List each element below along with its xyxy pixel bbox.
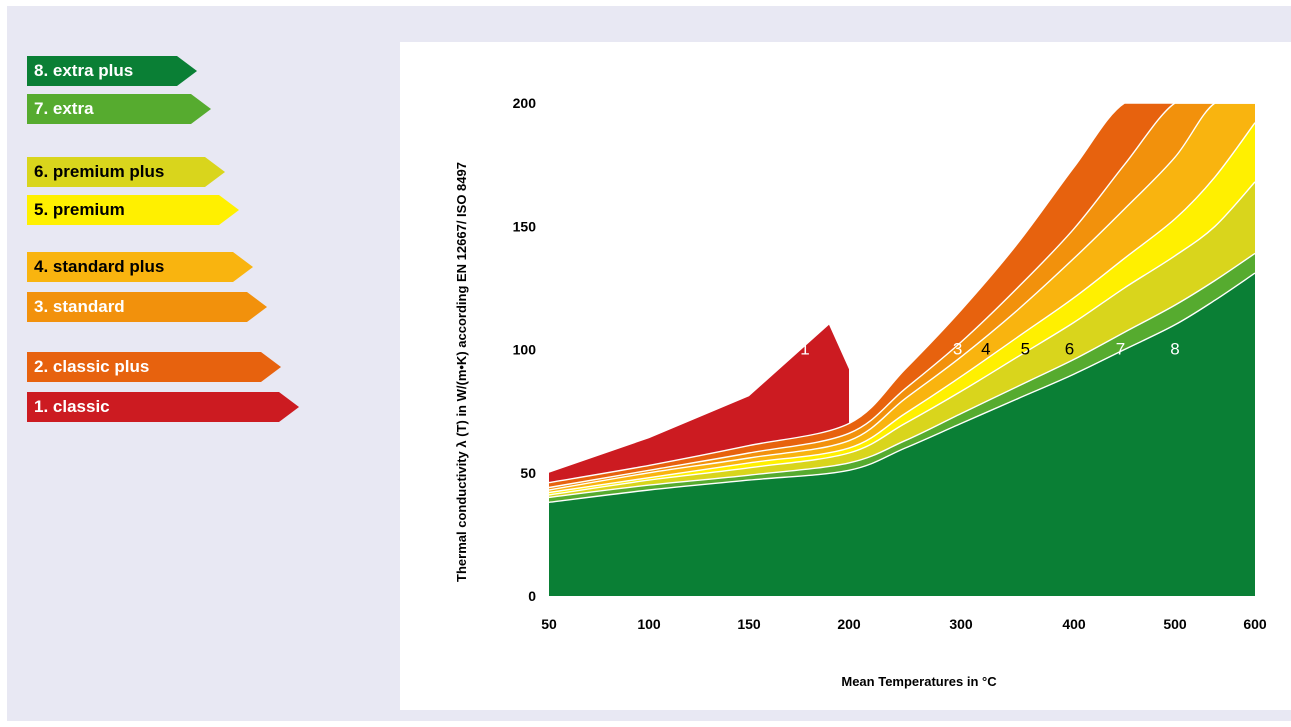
band-labels: 8 7 6 5 43 2 1 bbox=[800, 339, 1179, 358]
band-label-7: 7 bbox=[1116, 339, 1125, 358]
boundary-line-8 bbox=[548, 272, 1256, 503]
legend-item-1: 1. classic bbox=[27, 392, 299, 422]
x-tick-label: 200 bbox=[837, 616, 861, 632]
y-axis-ticks: 0 50 100 150 200 bbox=[513, 95, 537, 604]
band-label-6: 6 bbox=[1065, 339, 1074, 358]
x-tick-label: 600 bbox=[1243, 616, 1267, 632]
x-tick-label: 100 bbox=[637, 616, 661, 632]
x-axis-title: Mean Temperatures in °C bbox=[841, 674, 997, 689]
boundary-line-2 bbox=[548, 102, 1255, 484]
legend-item-3: 3. standard bbox=[27, 292, 267, 322]
legend-item-2: 2. classic plus bbox=[27, 352, 281, 382]
y-tick-label: 0 bbox=[528, 588, 536, 604]
band-label-8: 8 bbox=[1170, 339, 1179, 358]
boundary-line-5 bbox=[548, 122, 1256, 494]
y-axis-title: Thermal conductivity λ (T) in W/(m•K) ac… bbox=[454, 162, 469, 582]
legend-item-7: 7. extra bbox=[27, 94, 211, 124]
legend-item-5: 5. premium bbox=[27, 195, 239, 225]
quality-class-legend: 8. extra plus 7. extra 6. premium plus 5. p… bbox=[27, 56, 317, 436]
y-tick-label: 50 bbox=[520, 465, 536, 481]
legend-item-8: 8. extra plus bbox=[27, 56, 197, 86]
legend-item-6: 6. premium plus bbox=[27, 157, 225, 187]
y-tick-label: 100 bbox=[513, 342, 537, 358]
band-label-2: 2 bbox=[900, 339, 909, 358]
page-background: 8. extra plus 7. extra 6. premium plus 5. p… bbox=[7, 6, 1291, 721]
x-axis-ticks: 50 100 150 200 300 400 500 600 bbox=[541, 616, 1267, 632]
thermal-conductivity-chart: 8 7 6 5 43 2 1 50 100 150 200 300 400 500 600 0 50 100 1… bbox=[454, 95, 1267, 689]
band-8 bbox=[549, 273, 1255, 596]
band-label-1: 1 bbox=[800, 339, 809, 358]
boundary-line-6 bbox=[548, 181, 1256, 496]
boundary-line-7 bbox=[548, 252, 1256, 499]
band-label-4: 4 bbox=[981, 339, 990, 358]
band-label-5: 5 bbox=[1021, 339, 1030, 358]
x-tick-label: 150 bbox=[737, 616, 761, 632]
boundary-line-4 bbox=[548, 102, 1255, 491]
x-tick-label: 500 bbox=[1163, 616, 1187, 632]
x-tick-label: 400 bbox=[1062, 616, 1086, 632]
boundary-line-3 bbox=[548, 102, 1255, 489]
x-tick-label: 300 bbox=[949, 616, 973, 632]
legend-item-4: 4. standard plus bbox=[27, 252, 253, 282]
band-boundary-lines bbox=[548, 102, 1256, 503]
y-tick-label: 150 bbox=[513, 218, 537, 234]
y-tick-label: 200 bbox=[513, 95, 537, 111]
band-label-3: 3 bbox=[953, 339, 962, 358]
x-tick-label: 50 bbox=[541, 616, 557, 632]
